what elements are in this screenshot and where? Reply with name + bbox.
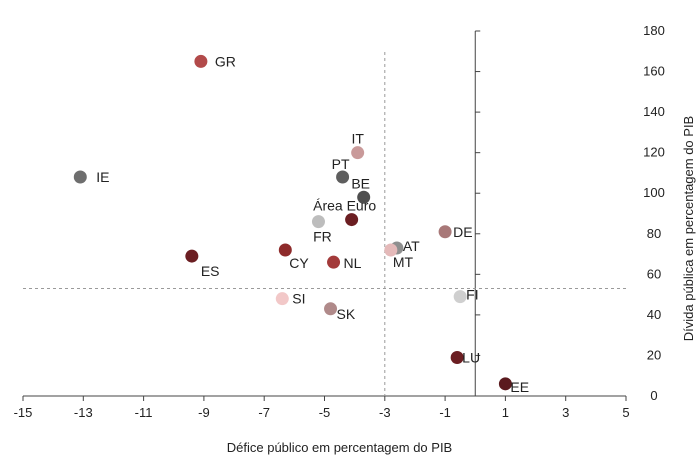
point-fi [453,290,467,304]
x-tick-label: -15 [14,405,33,420]
point-label-lu: LU [462,349,480,365]
point-label-be: BE [351,175,370,191]
data-points [73,54,512,391]
point-lu [450,350,464,364]
point-label-ee: EE [510,379,529,395]
point-label-es: ES [201,263,220,279]
y-tick-label: 140 [643,104,665,119]
point-label-nl: NL [344,255,362,271]
y-tick-label: 60 [647,266,661,281]
x-tick-label: -9 [198,405,210,420]
point-it [351,146,365,160]
y-tick-label: 100 [643,185,665,200]
y-tick-label: 20 [647,347,661,362]
point-be [357,190,371,204]
x-tick-label: -5 [319,405,331,420]
point-label-at: AT [403,238,420,254]
point-label-si: SI [292,291,305,307]
point-label-it: IT [351,131,364,147]
y-tick-label: 0 [650,388,657,403]
y-tick-label: 80 [647,226,661,241]
x-axis-title: Défice público em percentagem do PIB [227,440,452,455]
x-tick-label: -7 [258,405,270,420]
point-label-area-euro: Área Euro [313,198,376,214]
point-pt [336,170,350,184]
x-tick-label: -3 [379,405,391,420]
point-label-gr: GR [215,53,236,69]
point-label-ie: IE [96,169,109,185]
x-tick-label: -13 [74,405,93,420]
point-area-euro [345,213,359,227]
x-tick-label: 5 [622,405,629,420]
point-nl [327,255,341,269]
y-axis-title: Dívida pública em percentagem do PIB [681,116,696,341]
point-fr [311,215,325,229]
point-es [185,249,199,263]
y-tick-label: 120 [643,145,665,160]
x-ticks: -15 -13 -11 -9 -7 -5 -3 -1 1 3 5 [14,396,630,420]
point-de [438,225,452,239]
point-label-cy: CY [289,255,309,271]
y-tick-label: 180 [643,23,665,38]
point-label-fi: FI [466,287,478,303]
point-label-sk: SK [337,306,356,322]
point-ie [73,170,87,184]
reference-lines [23,52,626,396]
point-label-de: DE [453,224,472,240]
point-sk [324,302,338,316]
point-si [275,292,289,306]
x-tick-label: -11 [135,405,153,420]
x-tick-label: 3 [562,405,569,420]
x-tick-label: -1 [439,405,451,420]
y-tick-label: 40 [647,307,661,322]
y-tick-label: 160 [643,64,665,79]
point-cy [278,243,292,257]
point-mt [384,243,398,257]
point-label-fr: FR [313,229,332,245]
point-ee [498,377,512,391]
y-ticks: 0 20 40 60 80 100 120 140 160 180 [475,23,665,403]
point-label-mt: MT [393,254,414,270]
x-tick-label: 1 [502,405,509,420]
point-gr [194,54,208,68]
point-label-pt: PT [332,156,350,172]
